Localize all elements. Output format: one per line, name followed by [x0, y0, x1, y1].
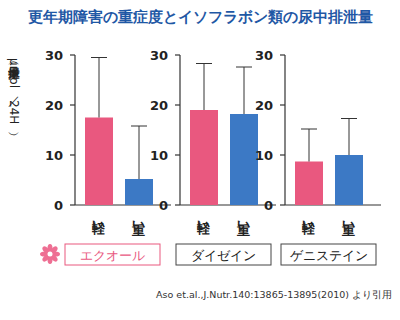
y-tick: [175, 204, 180, 205]
y-axis: [74, 55, 75, 205]
x-tick-label: 重い: [237, 212, 252, 237]
y-tick-label: 20: [45, 98, 63, 113]
y-tick-label: 0: [159, 198, 168, 213]
background: [0, 0, 400, 320]
y-tick: [70, 54, 75, 55]
error-cap: [131, 126, 147, 127]
y-tick-label: 10: [150, 148, 168, 163]
panel-title-box: [281, 244, 376, 265]
y-axis-label: 尿中排泄量（μmol／24H）: [7, 58, 21, 136]
y-axis: [284, 55, 285, 205]
y-tick-label: 10: [45, 148, 63, 163]
error-line: [204, 64, 205, 111]
bar: [85, 118, 113, 206]
y-axis: [179, 55, 180, 205]
error-bar: [91, 58, 107, 118]
error-cap: [236, 67, 252, 68]
x-tick-label: 軽い: [302, 212, 317, 236]
y-tick: [70, 204, 75, 205]
error-bar: [131, 126, 147, 179]
y-tick-label: 20: [150, 98, 168, 113]
y-tick-label: 30: [45, 48, 63, 63]
error-line: [244, 67, 245, 114]
y-tick: [280, 54, 285, 55]
panel-title-box: [176, 244, 271, 265]
panel-title: ダイゼイン: [191, 248, 256, 263]
title: 更年期障害の重症度とイソフラボン類の尿中排泄量: [28, 8, 373, 26]
y-tick-label: 20: [255, 98, 273, 113]
y-tick: [280, 154, 285, 155]
y-tick-label: 0: [264, 198, 273, 213]
marks: [85, 58, 153, 206]
marks: [190, 64, 258, 206]
error-line: [139, 126, 140, 179]
y-tick: [70, 154, 75, 155]
y-tick: [175, 54, 180, 55]
y-tick-label: 10: [255, 148, 273, 163]
error-cap: [91, 57, 107, 58]
error-bar: [236, 67, 252, 114]
error-bar: [301, 129, 317, 162]
y-tick: [280, 204, 285, 205]
bar: [335, 155, 363, 205]
panel-title: エクオール: [80, 248, 145, 263]
bar: [295, 162, 323, 206]
panel-title-box: [65, 244, 160, 265]
y-tick-label: 0: [54, 198, 63, 213]
y-tick: [175, 154, 180, 155]
panel: 0 10 20 30 軽い 重いダイゼイン: [150, 48, 276, 265]
chart-root: 更年期障害の重症度とイソフラボン類の尿中排泄量 Aso et.al.,J.Nutr…: [0, 0, 400, 320]
y-tick-label: 30: [150, 48, 168, 63]
flower-icon: [40, 244, 60, 264]
x-tick-label: 重い: [342, 212, 357, 237]
bar: [230, 114, 258, 205]
y-tick: [70, 104, 75, 105]
x-tick-label: 軽い: [92, 212, 107, 236]
bar: [125, 179, 153, 205]
error-line: [349, 119, 350, 156]
flower-center: [48, 252, 53, 257]
error-bar: [341, 119, 357, 156]
error-cap: [196, 63, 212, 64]
panel: 0 10 20 30 軽い 重いエクオール: [40, 48, 171, 265]
x-tick-label: 重い: [132, 212, 147, 237]
panel-title: ゲニステイン: [290, 248, 368, 263]
flower-petal: [41, 245, 52, 256]
y-tick: [175, 104, 180, 105]
source: Aso et.al.,J.Nutr.140:13865-13895(2010) …: [156, 289, 392, 300]
x-tick-label: 軽い: [197, 212, 212, 236]
bar: [190, 110, 218, 205]
panel: 0 10 20 30 軽い 重いゲニステイン: [255, 48, 381, 265]
error-bar: [196, 64, 212, 111]
error-line: [99, 58, 100, 118]
y-tick: [280, 104, 285, 105]
error-line: [309, 129, 310, 162]
error-cap: [301, 129, 317, 130]
error-cap: [341, 118, 357, 119]
marks: [295, 119, 363, 206]
y-tick-label: 30: [255, 48, 273, 63]
